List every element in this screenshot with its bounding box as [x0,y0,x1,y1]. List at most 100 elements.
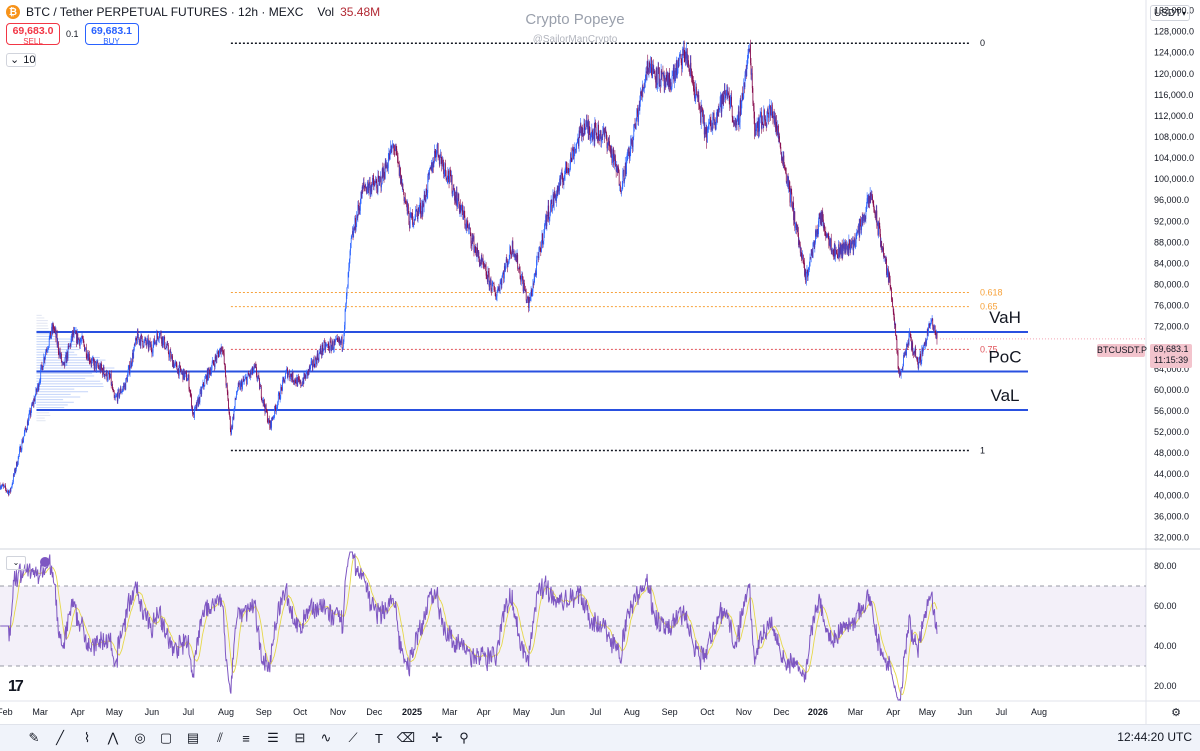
parallel-channel-icon[interactable]: ⫽ [210,728,230,748]
path-icon[interactable]: ⌇ [77,728,97,748]
price-tick-label: 112,000.0 [1154,111,1193,121]
candle-body [229,409,230,414]
candle-body [345,304,346,309]
candle-body [440,156,441,165]
candle-body [698,95,699,105]
candle-body [856,234,857,235]
candle-body [144,340,145,346]
candle-body [450,170,451,174]
candle-body [286,370,287,373]
candle-body [264,400,265,407]
candle-body [29,413,30,417]
text-icon[interactable]: T [369,728,389,748]
candle-body [680,55,681,57]
candle-body [444,171,445,174]
candle-body [769,108,770,118]
candle-body [289,372,290,377]
rectangle-icon[interactable]: ▢ [156,728,176,748]
candle-body [745,75,746,87]
candle-body [315,358,316,368]
candle-body [754,106,755,119]
candle-body [543,233,544,240]
candle-body [328,345,329,350]
rsi-pane [0,552,1146,700]
candle-body [9,492,10,495]
candle-body [269,418,270,423]
candle-body [388,159,389,168]
candle-body [904,352,905,355]
candle-body [333,349,334,350]
candle-body [319,353,320,361]
candle-body [247,377,248,384]
candle-body [419,208,420,211]
indicator-collapse-button[interactable]: ⌄ 10 [6,53,36,67]
candle-body [379,178,380,181]
price-tick-label: 48,000.0 [1154,448,1189,458]
volume-profile-bar [36,381,100,382]
candle-body [842,248,843,256]
chart-canvas[interactable]: 132,000.0128,000.0124,000.0120,000.0116,… [0,0,1200,724]
currency-selector[interactable]: USDT ▾ [1150,5,1190,21]
candle-body [256,367,257,375]
candle-body [596,133,597,139]
eyedropper-icon[interactable]: ⚲ [454,728,474,748]
candle-body [234,406,235,410]
candle-body [620,185,621,191]
price-tick-label: 76,000.0 [1154,301,1189,311]
candle-body [582,128,583,133]
candle-body [500,282,501,291]
fib-retracement-icon[interactable]: ☰ [263,728,283,748]
candle-body [719,108,720,110]
circle-icon[interactable]: ◎ [130,728,150,748]
candle-body [879,222,880,226]
ruler-icon[interactable]: ⊟ [290,728,310,748]
volume-profile-bar [36,362,98,363]
candle-body [278,394,279,402]
candle-body [213,363,214,364]
candle-body [488,271,489,273]
candle-body [94,361,95,368]
candle-body [739,122,740,124]
price-tick-label: 80,000.0 [1154,280,1189,290]
candle-body [655,74,656,77]
candle-body [47,350,48,351]
candle-body [639,101,640,110]
brush-path-icon[interactable]: ⟋ [343,728,363,748]
candle-body [267,412,268,422]
candle-body [605,130,606,133]
candle-body [701,107,702,123]
candle-body [937,332,938,339]
candle-body [576,149,577,150]
polyline-icon[interactable]: ⋀ [103,728,123,748]
volume-profile-bar [36,373,92,374]
candle-body [893,312,894,318]
candle-body [808,270,809,273]
candle-body [580,125,581,127]
candle-body [467,223,468,224]
time-tick-label: Jun [958,707,973,717]
candle-body [169,353,170,358]
grid-icon[interactable]: ▤ [183,728,203,748]
candle-body [147,340,148,345]
chevron-down-icon[interactable]: ⌄ [6,556,26,570]
crosshair-icon[interactable]: ✛ [427,728,447,748]
candle-body [725,90,726,94]
trend-line-icon[interactable]: ╱ [50,728,70,748]
eraser-icon[interactable]: ⌫ [396,728,416,748]
level-label-poc: PoC [988,347,1021,366]
brush-icon[interactable]: ✎ [24,728,44,748]
candle-body [429,169,430,175]
candle-body [330,341,331,351]
candle-body [244,381,245,382]
candle-body [564,175,565,179]
candle-body [474,247,475,252]
candle-body [901,369,902,375]
candle-body [257,377,258,378]
candle-body [804,261,805,263]
wave-icon[interactable]: ∿ [316,728,336,748]
candle-body [107,380,108,381]
candle-body [223,351,224,353]
candle-body [114,398,115,399]
candle-body [373,179,374,184]
pitchfork-icon[interactable]: ≡ [236,728,256,748]
